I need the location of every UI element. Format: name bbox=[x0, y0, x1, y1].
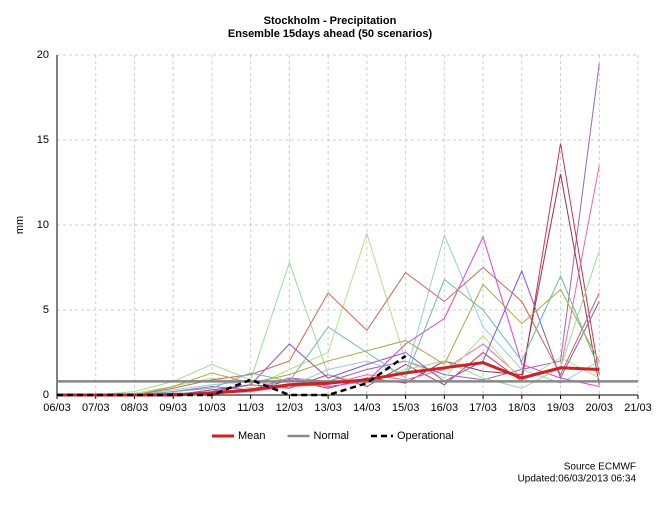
x-tick-label: 17/03 bbox=[469, 402, 497, 414]
updated: Updated:06/03/2013 06:34 bbox=[518, 474, 637, 485]
y-axis-label: mm bbox=[14, 216, 26, 234]
chart-subtitle: Ensemble 15days ahead (50 scenarios) bbox=[228, 28, 433, 40]
x-tick-label: 07/03 bbox=[82, 402, 110, 414]
x-tick-label: 19/03 bbox=[547, 402, 575, 414]
x-tick-label: 09/03 bbox=[159, 402, 187, 414]
y-tick-label: 5 bbox=[43, 304, 49, 316]
x-tick-label: 13/03 bbox=[314, 402, 342, 414]
ensemble-line bbox=[57, 266, 600, 396]
y-tick-label: 20 bbox=[37, 49, 49, 61]
legend-label: Normal bbox=[314, 430, 349, 442]
y-tick-label: 10 bbox=[37, 219, 49, 231]
x-tick-label: 11/03 bbox=[237, 402, 264, 414]
chart-title: Stockholm - Precipitation bbox=[264, 15, 397, 27]
ensemble-line bbox=[57, 231, 600, 396]
x-tick-label: 21/03 bbox=[624, 402, 652, 414]
x-tick-label: 20/03 bbox=[586, 402, 614, 414]
y-tick-label: 15 bbox=[37, 134, 49, 146]
x-tick-label: 15/03 bbox=[392, 402, 420, 414]
legend-label: Mean bbox=[238, 430, 266, 442]
x-tick-label: 12/03 bbox=[276, 402, 304, 414]
source: Source ECMWF bbox=[564, 462, 636, 473]
ensemble-line bbox=[57, 250, 600, 396]
x-tick-label: 10/03 bbox=[198, 402, 226, 414]
y-tick-label: 0 bbox=[43, 389, 49, 401]
x-tick-label: 06/03 bbox=[43, 402, 71, 414]
x-tick-label: 14/03 bbox=[353, 402, 381, 414]
x-tick-label: 18/03 bbox=[508, 402, 536, 414]
legend-label: Operational bbox=[397, 430, 454, 442]
ensemble-line bbox=[57, 233, 600, 396]
ensemble-line bbox=[57, 283, 600, 396]
x-tick-label: 16/03 bbox=[431, 402, 459, 414]
series-line bbox=[57, 354, 407, 397]
x-tick-label: 08/03 bbox=[121, 402, 149, 414]
